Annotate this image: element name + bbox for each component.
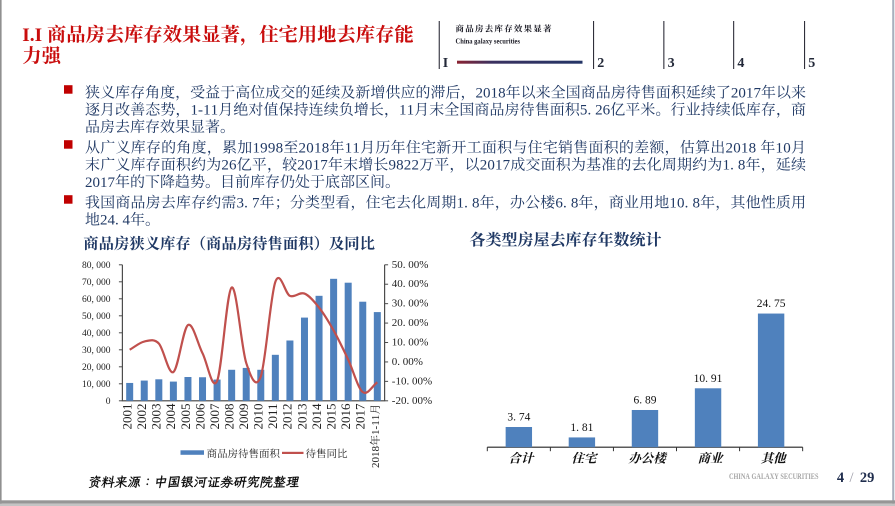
svg-text:2: 2 <box>597 56 604 71</box>
svg-text:60, 000: 60, 000 <box>82 295 111 305</box>
svg-text:70, 000: 70, 000 <box>82 278 111 288</box>
svg-text:-10. 00%: -10. 00% <box>392 375 432 387</box>
svg-text:5. 26: 5. 26 <box>580 103 611 119</box>
svg-text:2008: 2008 <box>221 404 236 430</box>
svg-text:10: 10 <box>776 141 791 157</box>
svg-text:1. 81: 1. 81 <box>570 422 593 434</box>
svg-text:2017: 2017 <box>297 158 328 174</box>
svg-text:2017: 2017 <box>353 403 368 430</box>
svg-text:1. 8: 1. 8 <box>457 196 480 212</box>
svg-text:11: 11 <box>399 103 414 119</box>
svg-text:5: 5 <box>808 56 815 71</box>
svg-text:2012: 2012 <box>280 404 295 430</box>
svg-text:I.I: I.I <box>22 25 47 46</box>
svg-text:2003: 2003 <box>149 404 164 430</box>
svg-text:0: 0 <box>106 397 111 407</box>
svg-text:2018: 2018 <box>370 445 382 468</box>
svg-text:10. 00%: 10. 00% <box>392 337 429 349</box>
svg-text:6. 89: 6. 89 <box>633 394 656 406</box>
svg-text:2015: 2015 <box>323 404 338 430</box>
svg-text:2004: 2004 <box>163 403 178 430</box>
svg-text:2001: 2001 <box>119 404 134 430</box>
svg-text:2018: 2018 <box>299 141 330 157</box>
svg-text:2010: 2010 <box>251 404 266 430</box>
svg-text:3. 74: 3. 74 <box>507 412 530 424</box>
svg-text:3. 7: 3. 7 <box>236 196 259 212</box>
svg-text:2018: 2018 <box>476 86 506 102</box>
svg-text:2018: 2018 <box>725 141 760 157</box>
svg-text:1. 8: 1. 8 <box>722 158 745 174</box>
svg-text:2009: 2009 <box>236 404 251 430</box>
svg-text:40. 00%: 40. 00% <box>392 278 429 290</box>
svg-text:9822: 9822 <box>388 158 418 174</box>
svg-text:40, 000: 40, 000 <box>82 329 111 339</box>
svg-text:26: 26 <box>221 158 237 174</box>
svg-text:4: 4 <box>837 470 844 486</box>
svg-text:2005: 2005 <box>178 404 193 430</box>
svg-text:20, 000: 20, 000 <box>82 363 111 373</box>
svg-text:2013: 2013 <box>294 404 309 430</box>
svg-text:I: I <box>443 56 448 71</box>
svg-text:24. 75: 24. 75 <box>757 298 786 310</box>
svg-text:2017: 2017 <box>480 158 511 174</box>
svg-text:50. 00%: 50. 00% <box>392 259 429 271</box>
svg-text:50, 000: 50, 000 <box>82 312 111 322</box>
svg-text:10, 000: 10, 000 <box>82 380 111 390</box>
svg-text:4: 4 <box>737 56 744 71</box>
svg-text:1-11: 1-11 <box>370 415 382 435</box>
svg-text:80, 000: 80, 000 <box>82 261 111 271</box>
svg-text:1998: 1998 <box>252 141 283 157</box>
svg-text:10. 91: 10. 91 <box>694 373 723 385</box>
svg-text:China galaxy securities: China galaxy securities <box>456 36 521 45</box>
svg-text:29: 29 <box>860 470 875 486</box>
svg-text:2006: 2006 <box>192 403 207 430</box>
svg-text:/: / <box>850 470 855 486</box>
svg-text:30, 000: 30, 000 <box>82 346 111 356</box>
svg-text:2002: 2002 <box>134 404 149 430</box>
svg-text:3: 3 <box>668 56 675 71</box>
svg-text:CHINA GALAXY SECURITIES: CHINA GALAXY SECURITIES <box>729 472 819 481</box>
svg-text:0. 00%: 0. 00% <box>392 356 423 368</box>
svg-text:2017: 2017 <box>731 86 762 102</box>
svg-text:6. 8: 6. 8 <box>555 196 578 212</box>
svg-text:11: 11 <box>345 141 360 157</box>
svg-text:2011: 2011 <box>265 404 280 430</box>
svg-text:2014: 2014 <box>309 403 324 430</box>
svg-text:2007: 2007 <box>207 403 222 430</box>
svg-text:2017: 2017 <box>85 175 116 191</box>
svg-text:30. 00%: 30. 00% <box>392 298 429 310</box>
svg-text:24. 4: 24. 4 <box>100 213 131 229</box>
svg-text:1-11: 1-11 <box>190 103 218 119</box>
svg-text:2016: 2016 <box>338 403 353 430</box>
svg-text:10. 8: 10. 8 <box>669 196 700 212</box>
svg-text:20. 00%: 20. 00% <box>392 317 429 329</box>
svg-text:-20. 00%: -20. 00% <box>392 395 432 407</box>
